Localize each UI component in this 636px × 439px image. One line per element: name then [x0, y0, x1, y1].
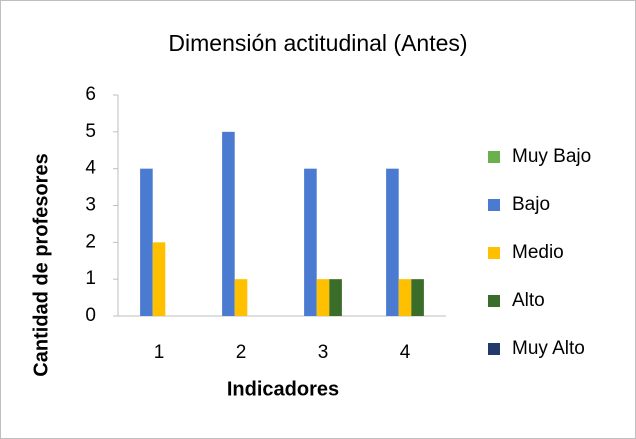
y-tick-label: 1 [85, 268, 96, 289]
y-tick-label: 4 [85, 158, 96, 179]
bar [234, 279, 248, 316]
x-tick-label: 3 [318, 342, 329, 363]
legend-swatch [488, 343, 500, 355]
y-tick-label: 2 [85, 231, 96, 252]
legend-label: Muy Bajo [512, 146, 591, 167]
bar [152, 242, 166, 316]
bar [140, 168, 153, 316]
y-tick-label: 5 [85, 121, 96, 142]
legend-swatch [488, 295, 500, 307]
y-axis-label: Cantidad de profesores [30, 153, 52, 376]
bar [316, 279, 330, 316]
legend-label: Bajo [512, 194, 550, 215]
bar [386, 168, 399, 316]
x-tick-label: 4 [400, 342, 411, 363]
chart-title: Dimensión actitudinal (Antes) [168, 30, 467, 56]
legend-swatch [488, 199, 500, 211]
bar [411, 279, 424, 316]
x-tick-label: 2 [236, 342, 247, 363]
legend-label: Medio [512, 242, 564, 263]
bar [304, 168, 317, 316]
legend-swatch [488, 151, 500, 163]
legend-label: Muy Alto [512, 338, 585, 359]
bar [222, 131, 235, 316]
legend-label: Alto [512, 290, 545, 311]
x-tick-label: 1 [154, 342, 165, 363]
bar [398, 279, 412, 316]
y-tick-label: 3 [85, 195, 96, 216]
x-axis-label: Indicadores [227, 378, 339, 400]
y-tick-label: 0 [85, 305, 96, 326]
bar [329, 279, 342, 316]
y-tick-label: 6 [85, 84, 96, 105]
legend-swatch [488, 247, 500, 259]
